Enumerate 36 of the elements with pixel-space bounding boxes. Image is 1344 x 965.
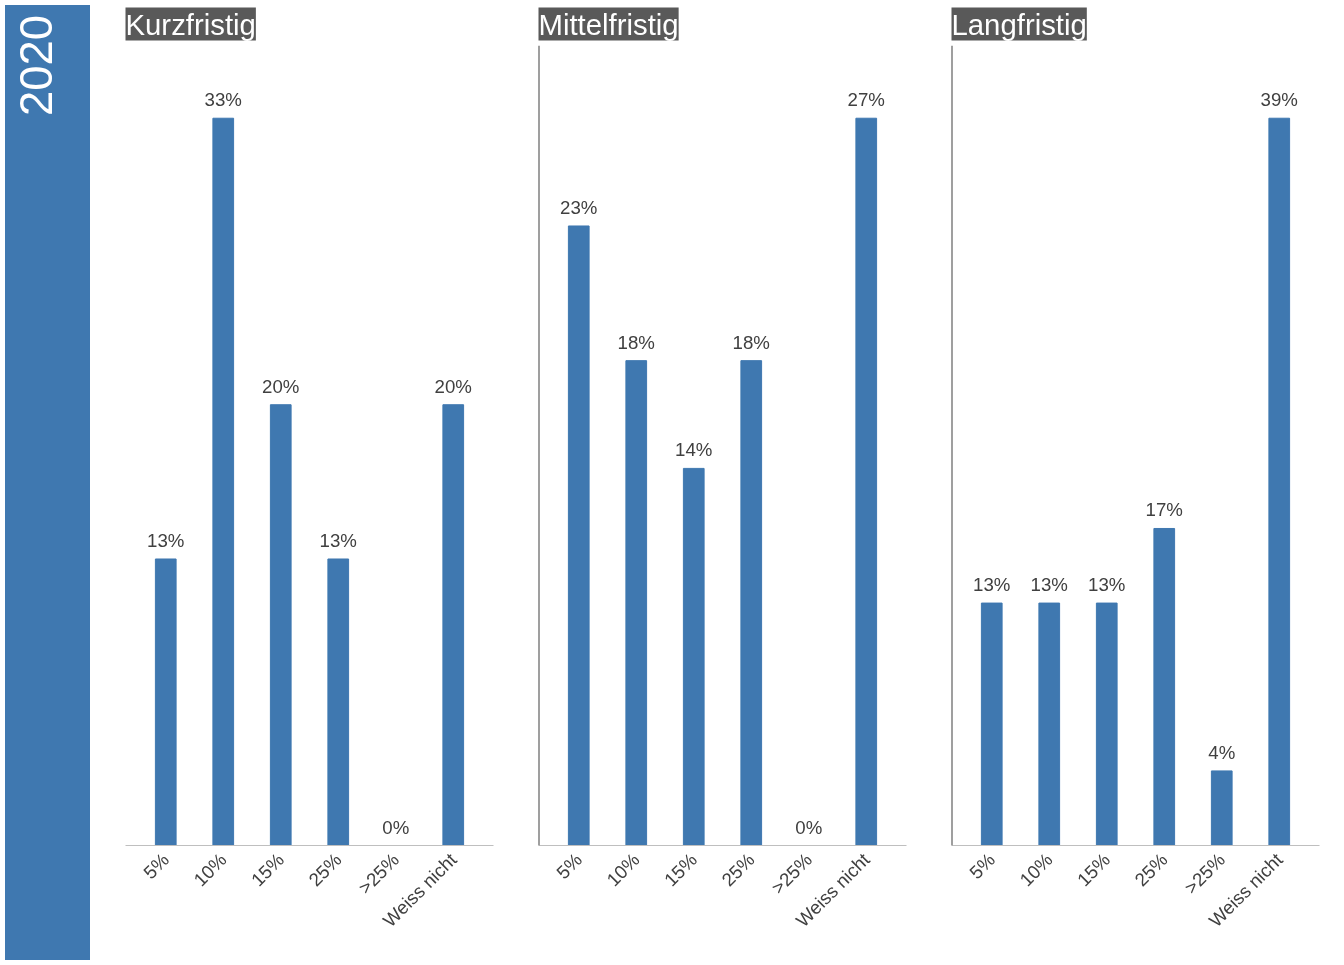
data-label: 20% xyxy=(262,375,300,397)
data-label: 13% xyxy=(1030,574,1068,596)
x-tick-label: 5% xyxy=(965,849,1000,883)
bar xyxy=(1095,602,1118,846)
data-label: 0% xyxy=(795,816,823,838)
x-tick-label: 5% xyxy=(139,849,174,883)
data-label: 13% xyxy=(973,574,1011,596)
chart-title: Kurzfristig xyxy=(125,7,256,41)
x-tick-label: 5% xyxy=(552,849,587,883)
bar xyxy=(980,602,1003,846)
data-label: 23% xyxy=(560,196,598,218)
text: 2020 xyxy=(10,15,63,116)
data-label: 17% xyxy=(1145,499,1183,521)
bar xyxy=(625,360,648,846)
bar xyxy=(1038,602,1061,846)
bar xyxy=(855,117,878,846)
data-label: 18% xyxy=(732,331,770,353)
data-label: 0% xyxy=(382,816,410,838)
data-label: 27% xyxy=(847,89,885,111)
chart-title: Langfristig xyxy=(951,7,1087,41)
bar xyxy=(682,467,705,846)
bar xyxy=(740,360,763,846)
data-label: 20% xyxy=(434,375,472,397)
data-label: 14% xyxy=(675,439,713,461)
data-label: 13% xyxy=(1088,574,1126,596)
data-label: 18% xyxy=(617,331,655,353)
data-label: 4% xyxy=(1208,741,1236,763)
data-label: 13% xyxy=(147,530,185,551)
bar xyxy=(1210,770,1233,846)
bar xyxy=(1268,117,1291,846)
data-label: 13% xyxy=(319,530,357,551)
bar xyxy=(1153,527,1176,846)
data-label: 33% xyxy=(204,89,242,111)
chart-title: Mittelfristig xyxy=(538,7,679,41)
data-label: 39% xyxy=(1260,89,1298,111)
bar xyxy=(567,225,590,846)
